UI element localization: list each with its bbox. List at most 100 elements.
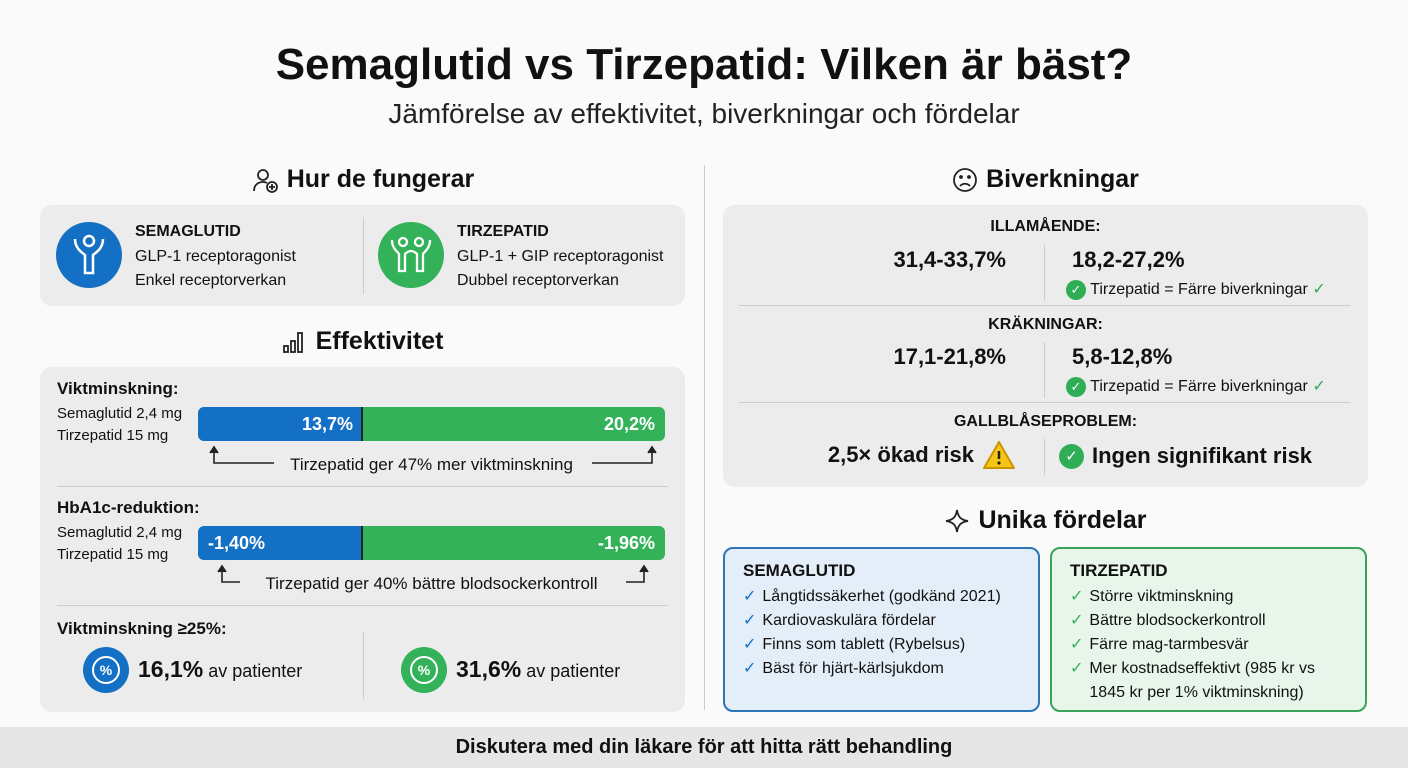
check-icon: ✓	[743, 660, 757, 677]
sema-nausea: 31,4-33,7%	[893, 247, 1006, 272]
sema-dose: Semaglutid 2,4 mg	[57, 405, 183, 422]
percent-icon: %	[83, 647, 129, 693]
tirzepatid-benefits-list: ✓ Större viktminskning ✓ Bättre blodsockerk…	[1070, 585, 1347, 705]
semaglutid-benefits-title: SEMAGLUTID	[743, 561, 856, 580]
sema-gallbladder: 2,5× ökad risk	[723, 440, 1016, 470]
check-circle-icon: ✓	[1059, 443, 1084, 469]
tirz-gallbladder-text: Ingen signifikant risk	[1092, 443, 1313, 468]
efficacy-heading: Effektivitet	[40, 327, 685, 356]
warning-icon	[983, 441, 1015, 469]
efficacy-card: Viktminskning: Semaglutid 2,4 mg Tirzepa…	[40, 367, 685, 712]
hba1c-doses: Semaglutid 2,4 mg Tirzepatid 15 mg	[57, 522, 182, 566]
sema-vomiting: 17,1-21,8%	[893, 344, 1006, 369]
sema-weight-bar: 13,7%	[198, 407, 363, 441]
tirzepatid-mechanism: TIRZEPATID GLP-1 + GIP receptoragonist D…	[457, 223, 663, 293]
benefit-text: Mer kostnadseffektivt (985 kr vs 1845 kr…	[1089, 660, 1315, 701]
mechanism-card: SEMAGLUTID GLP-1 receptoragonist Enkel r…	[40, 205, 685, 306]
side-effects-card: ILLAMÅENDE: 31,4-33,7% 18,2-27,2% ✓ Tirz…	[723, 205, 1368, 487]
benefit-item: ✓ Finns som tablett (Rybelsus)	[743, 633, 1020, 657]
benefit-text: Finns som tablett (Rybelsus)	[762, 636, 966, 653]
weight-bar: 13,7% 20,2%	[198, 407, 665, 441]
tirzepatid-class: GLP-1 + GIP receptoragonist	[457, 248, 664, 265]
sema-hba1c-bar: -1,40%	[198, 526, 363, 560]
semaglutid-name: SEMAGLUTID	[135, 223, 241, 240]
tirzepatid-benefits-title: TIRZEPATID	[1070, 561, 1168, 580]
mechanism-heading-text: Hur de fungerar	[286, 165, 475, 193]
divider	[57, 605, 668, 606]
divider	[57, 486, 668, 487]
check-icon: ✓	[1312, 378, 1326, 395]
check-icon: ✓	[1070, 612, 1084, 629]
check-icon: ✓	[743, 612, 757, 629]
nausea-label: ILLAMÅENDE:	[990, 218, 1101, 235]
benefits-heading: Unika fördelar	[723, 506, 1368, 535]
benefit-item: ✓ Färre mag-tarmbesvär	[1070, 633, 1347, 657]
tirz-over25: 31,6% av patienter	[456, 656, 620, 683]
bar-chart-icon	[282, 331, 303, 353]
single-receptor-icon	[56, 222, 122, 288]
hba1c-bar: -1,40% -1,96%	[198, 526, 665, 560]
check-icon: ✓	[1312, 281, 1326, 298]
page-title: Semaglutid vs Tirzepatid: Vilken är bäst…	[275, 40, 1133, 89]
benefit-item: ✓ Bättre blodsockerkontroll	[1070, 609, 1347, 633]
divider	[739, 402, 1350, 403]
benefit-text: Bäst för hjärt-kärlsjukdom	[762, 660, 944, 677]
benefit-item: ✓ Större viktminskning	[1070, 585, 1347, 609]
divider	[1044, 342, 1045, 398]
nausea-note: ✓ Tirzepatid = Färre biverkningar ✓	[1066, 279, 1326, 300]
tirzepatid-action: Dubbel receptorverkan	[457, 272, 619, 289]
side-effects-heading-text: Biverkningar	[986, 165, 1139, 193]
check-icon: ✓	[1070, 660, 1084, 677]
benefit-text: Större viktminskning	[1089, 588, 1234, 605]
semaglutid-action: Enkel receptorverkan	[135, 272, 287, 289]
benefit-item: ✓ Långtidssäkerhet (godkänd 2021)	[743, 585, 1020, 609]
note-text: Tirzepatid = Färre biverkningar	[1090, 378, 1308, 395]
tirz-vomiting: 5,8-12,8%	[1072, 344, 1173, 369]
semaglutid-class: GLP-1 receptoragonist	[135, 248, 296, 265]
efficacy-heading-text: Effektivitet	[315, 327, 444, 355]
tirz-nausea: 18,2-27,2%	[1072, 247, 1185, 272]
hba1c-label: HbA1c-reduktion:	[57, 498, 200, 517]
over25-label: Viktminskning ≥25%:	[57, 619, 227, 638]
column-divider	[704, 165, 705, 710]
suffix: av patienter	[526, 661, 621, 681]
vomiting-label: KRÄKNINGAR:	[988, 316, 1103, 333]
check-icon: ✓	[1070, 588, 1084, 605]
tirz-over25-value: 31,6%	[456, 656, 522, 682]
gallbladder-label: GALLBLÅSEPROBLEM:	[953, 413, 1138, 430]
tirzepatid-name: TIRZEPATID	[457, 223, 549, 240]
semaglutid-benefits: SEMAGLUTID ✓ Långtidssäkerhet (godkänd 20…	[723, 547, 1040, 712]
weight-note: Tirzepatid ger 47% mer viktminskning	[290, 455, 573, 474]
benefit-item: ✓ Bäst för hjärt-kärlsjukdom	[743, 657, 1020, 681]
sparkle-icon	[946, 509, 969, 532]
sema-over25-value: 16,1%	[138, 656, 204, 682]
check-icon: ✓	[1070, 636, 1084, 653]
tirz-weight-bar: 20,2%	[363, 407, 665, 441]
hba1c-note: Tirzepatid ger 40% bättre blodsockerkont…	[265, 574, 598, 593]
sema-gallbladder-text: 2,5× ökad risk	[827, 442, 974, 467]
sad-face-icon	[953, 167, 977, 192]
weight-arrows	[209, 445, 657, 464]
user-plus-icon	[252, 168, 278, 193]
tirz-dose: Tirzepatid 15 mg	[57, 427, 169, 444]
tirz-dose: Tirzepatid 15 mg	[57, 546, 169, 563]
weight-doses: Semaglutid 2,4 mg Tirzepatid 15 mg	[57, 403, 182, 447]
check-icon: ✓	[743, 588, 757, 605]
tirz-hba1c-bar: -1,96%	[363, 526, 665, 560]
note-text: Tirzepatid = Färre biverkningar	[1090, 281, 1308, 298]
benefit-item: ✓ Kardiovaskulära fördelar	[743, 609, 1020, 633]
vomiting-note: ✓ Tirzepatid = Färre biverkningar ✓	[1066, 376, 1326, 397]
divider	[739, 305, 1350, 306]
hba1c-arrows	[217, 564, 649, 583]
footer-note: Diskutera med din läkare för att hitta r…	[0, 727, 1408, 768]
sema-dose: Semaglutid 2,4 mg	[57, 524, 183, 541]
benefit-text: Färre mag-tarmbesvär	[1089, 636, 1249, 653]
dual-receptor-icon	[378, 222, 444, 288]
tirzepatid-benefits: TIRZEPATID ✓ Större viktminskning ✓ Bättre …	[1050, 547, 1367, 712]
divider	[1044, 245, 1045, 301]
percent-icon: %	[401, 647, 447, 693]
check-circle-icon: ✓	[1066, 279, 1086, 300]
divider	[363, 632, 364, 700]
divider	[1044, 439, 1045, 475]
sema-over25: 16,1% av patienter	[138, 656, 302, 683]
